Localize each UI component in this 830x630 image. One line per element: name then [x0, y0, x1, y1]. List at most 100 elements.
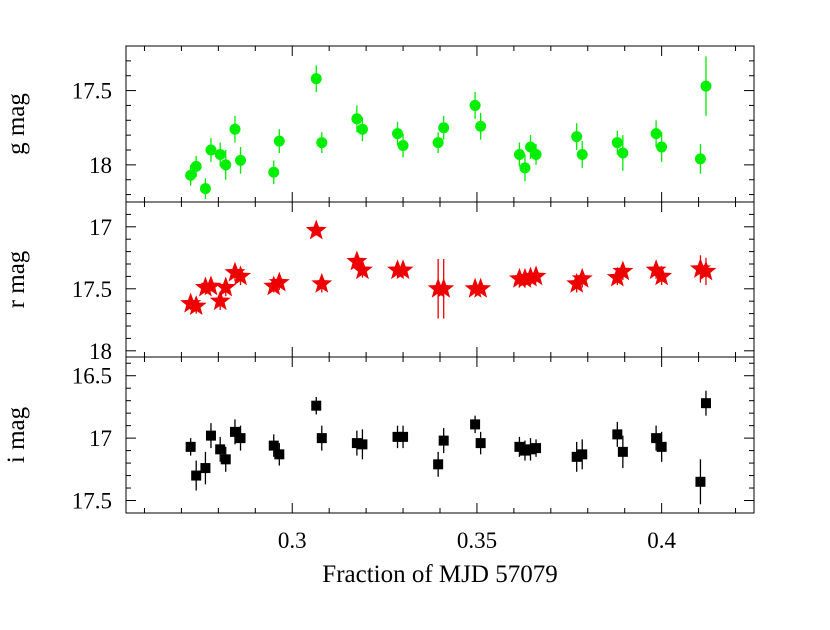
- i-y-tick-label: 16.5: [72, 364, 112, 389]
- x-tick-label: 0.3: [278, 528, 307, 553]
- i-data-point: [577, 449, 588, 460]
- i-y-axis-title: i mag: [3, 406, 30, 463]
- r-data-point: [268, 271, 290, 292]
- g-data-point: [700, 80, 712, 92]
- r-data-point: [571, 267, 593, 288]
- g-data-point: [268, 166, 280, 178]
- r-data-point: [606, 266, 628, 287]
- i-data-point: [519, 445, 530, 456]
- r-data-point: [346, 250, 368, 271]
- i-data-point: [612, 429, 623, 440]
- g-data-point: [185, 169, 197, 181]
- g-data-point: [205, 144, 217, 156]
- g-y-tick-label: 17.5: [72, 79, 112, 104]
- i-data-point: [392, 431, 403, 442]
- g-data-point: [235, 154, 247, 166]
- x-axis-title: Fraction of MJD 57079: [322, 561, 557, 588]
- r-data-point: [433, 277, 455, 298]
- i-data-point: [185, 441, 196, 452]
- r-data-point: [392, 259, 414, 280]
- i-data-point: [235, 433, 246, 444]
- i-data-point: [191, 470, 202, 481]
- i-data-point: [438, 435, 449, 446]
- r-y-tick-label: 18: [89, 339, 112, 364]
- g-data-point: [392, 128, 404, 140]
- i-data-point: [531, 443, 542, 454]
- r-data-point: [224, 261, 246, 282]
- i-data-point: [229, 426, 240, 437]
- g-data-point: [513, 148, 525, 160]
- r-data-point: [525, 265, 547, 286]
- i-data-point: [398, 431, 409, 442]
- g-data-point: [519, 162, 531, 174]
- i-data-point: [357, 439, 368, 450]
- r-data-point: [185, 295, 207, 316]
- panel-g-band: 17.5 18 g mag: [3, 45, 755, 203]
- i-y-tick-label: 17: [89, 426, 112, 451]
- panel-i-band: 16.5 17 17.5 i mag 0.3 0.35 0.4: [3, 356, 755, 553]
- g-data-point: [694, 153, 706, 165]
- i-data-point: [274, 449, 285, 460]
- r-data-point: [470, 277, 492, 298]
- i-data-point: [656, 441, 667, 452]
- i-data-point: [695, 476, 706, 487]
- i-data-point: [200, 463, 211, 474]
- i-data-point: [525, 444, 536, 455]
- g-data-point: [656, 141, 668, 153]
- panel-r-band: 17 17.5 18 r mag: [3, 201, 755, 364]
- g-data-point: [617, 147, 629, 159]
- g-data-point: [530, 148, 542, 160]
- x-tick-label: 0.35: [457, 528, 497, 553]
- r-y-axis-title: r mag: [3, 250, 30, 308]
- i-data-point: [316, 433, 327, 444]
- i-data-point: [475, 438, 486, 449]
- i-data-point: [205, 430, 216, 441]
- i-data-point: [215, 444, 226, 455]
- i-data-point: [470, 419, 481, 430]
- g-data-point: [611, 137, 623, 149]
- i-data-point: [268, 440, 279, 451]
- r-data-point: [263, 275, 285, 296]
- r-data-point: [305, 219, 327, 240]
- i-data-point: [514, 441, 525, 452]
- g-data-point: [351, 113, 363, 125]
- r-data-point: [351, 259, 373, 280]
- g-data-point: [214, 148, 226, 160]
- i-data-point: [700, 398, 711, 409]
- g-data-point: [229, 123, 241, 135]
- g-data-point: [190, 160, 202, 172]
- r-data-point: [215, 276, 237, 297]
- r-data-point: [311, 272, 333, 293]
- r-data-point: [200, 275, 222, 296]
- g-data-point: [397, 140, 409, 152]
- r-data-point: [209, 290, 231, 311]
- g-data-point: [438, 122, 450, 134]
- r-data-point: [651, 265, 673, 286]
- g-data-point: [432, 137, 444, 149]
- g-data-point: [576, 148, 588, 160]
- g-data-point: [316, 137, 328, 149]
- g-data-point: [469, 99, 481, 111]
- g-data-point: [356, 123, 368, 135]
- g-data-point: [650, 128, 662, 140]
- i-data-point: [220, 454, 231, 465]
- r-data-point: [566, 272, 588, 293]
- g-y-tick-label: 18: [89, 153, 112, 178]
- g-data-point: [273, 135, 285, 147]
- g-data-point: [475, 120, 487, 132]
- i-data-point: [351, 438, 362, 449]
- i-data-point: [571, 451, 582, 462]
- g-data-point: [310, 73, 322, 85]
- g-y-axis-title: g mag: [3, 93, 30, 155]
- r-data-point: [612, 260, 634, 281]
- i-data-point: [311, 400, 322, 411]
- i-data-point: [617, 446, 628, 457]
- r-data-point: [695, 260, 717, 281]
- i-y-tick-label: 17.5: [72, 489, 112, 514]
- x-tick-label: 0.4: [647, 528, 676, 553]
- r-data-point: [230, 265, 251, 286]
- g-data-point: [199, 183, 211, 195]
- g-data-point: [571, 131, 583, 143]
- r-y-tick-label: 17: [89, 215, 112, 240]
